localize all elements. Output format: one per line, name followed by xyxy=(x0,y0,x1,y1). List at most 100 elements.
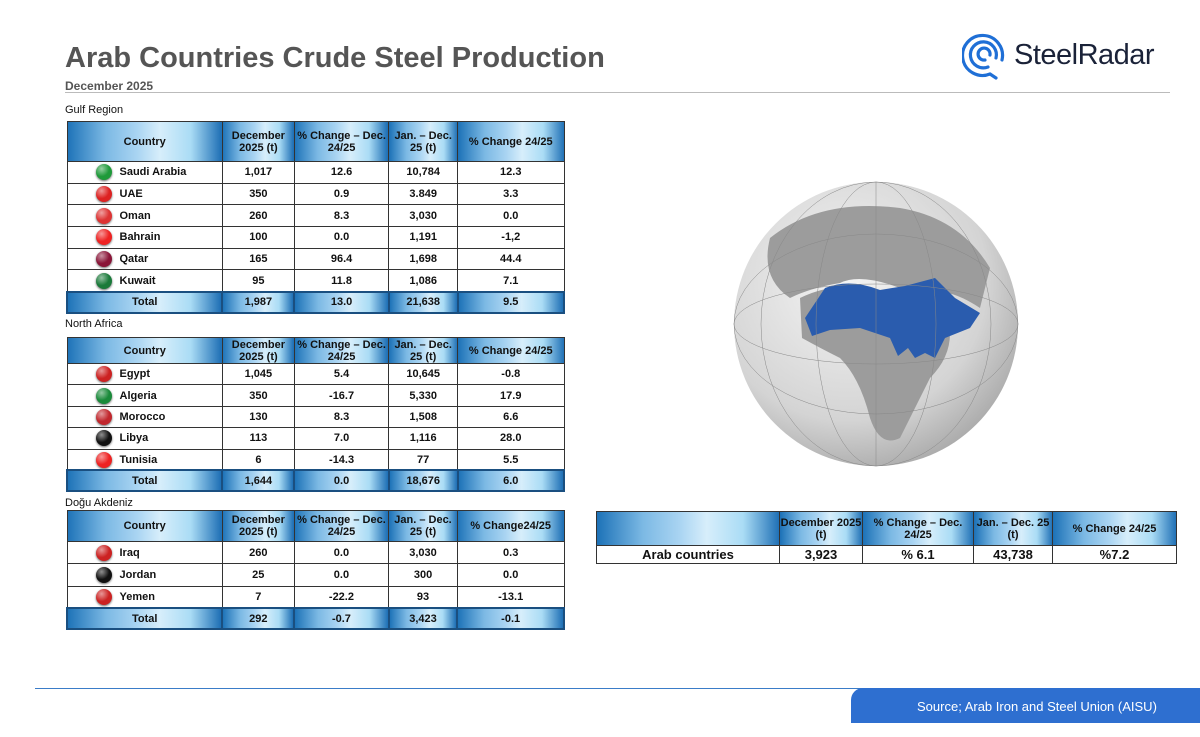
flag-icon xyxy=(95,544,112,561)
value-cell: 260 xyxy=(221,540,295,565)
column-header: December 2025 (t) xyxy=(221,337,295,364)
value-cell: 1,508 xyxy=(388,405,459,429)
section-label: North Africa xyxy=(65,318,123,330)
total-cell: 1,644 xyxy=(221,469,296,493)
value-cell: 165 xyxy=(221,247,295,271)
value-cell: 0.0 xyxy=(293,540,390,565)
value-cell: -14.3 xyxy=(293,448,390,471)
summary-table: December 2025 (t)% Change – Dec. 24/25 Ja… xyxy=(596,511,1177,564)
country-cell: Kuwait xyxy=(66,269,223,293)
table-row: Bahrain 100 0.0 1,191 -1,2 xyxy=(66,226,565,249)
total-cell: 9.5 xyxy=(456,290,566,314)
value-cell: 0.0 xyxy=(456,563,565,587)
summary-cell: % 6.1 xyxy=(862,545,974,564)
flag-icon xyxy=(95,229,112,246)
country-cell: Tunisia xyxy=(66,448,223,471)
table-row: Egypt 1,045 5.4 10,645 -0.8 xyxy=(66,362,565,386)
value-cell: 11.8 xyxy=(293,269,390,293)
value-cell: 0.9 xyxy=(293,182,390,206)
table-row: Yemen 7 -22.2 93 -13.1 xyxy=(66,585,565,609)
value-cell: 25 xyxy=(221,563,295,587)
column-header: December 2025 (t) xyxy=(221,121,295,162)
value-cell: 0.0 xyxy=(457,204,565,228)
country-cell: Morocco xyxy=(66,405,223,429)
total-cell: 3,423 xyxy=(387,607,459,631)
value-cell: 1,191 xyxy=(388,226,459,249)
value-cell: 1,698 xyxy=(388,247,459,271)
country-cell: Yemen xyxy=(66,585,223,609)
country-name: Libya xyxy=(119,432,149,445)
value-cell: 10,784 xyxy=(388,161,459,184)
flag-icon xyxy=(95,207,112,224)
total-cell: Total xyxy=(65,290,224,314)
value-cell: 6 xyxy=(221,448,295,471)
summary-cell: 43,738 xyxy=(973,545,1053,564)
radar-icon xyxy=(962,33,1005,80)
country-name: Kuwait xyxy=(119,274,156,287)
column-header: Jan. – Dec. 25 (t) xyxy=(388,121,459,162)
total-cell: 13.0 xyxy=(293,290,390,314)
value-cell: 28.0 xyxy=(457,427,565,450)
value-cell: -0.8 xyxy=(457,362,565,386)
column-header: Country xyxy=(66,510,223,542)
value-cell: 3,030 xyxy=(388,204,459,228)
column-header: Jan. – Dec. 25 (t) xyxy=(388,510,458,542)
arab-region-highlight xyxy=(805,278,980,358)
section-label: Gulf Region xyxy=(65,104,124,116)
total-cell: -0.1 xyxy=(456,607,565,631)
value-cell: 77 xyxy=(388,448,459,471)
production-table: Country December 2025 (t)% Change – Dec. … xyxy=(65,121,566,314)
table-row: UAE 350 0.9 3.849 3.3 xyxy=(66,182,565,206)
flag-icon xyxy=(95,366,112,383)
value-cell: 3,030 xyxy=(388,540,458,565)
country-name: Jordan xyxy=(119,568,157,581)
value-cell: 12.6 xyxy=(293,161,390,184)
table-row: Libya 113 7.0 1,116 28.0 xyxy=(66,427,565,450)
summary-header-blank xyxy=(596,511,780,546)
summary-cell: 3,923 xyxy=(779,545,863,564)
table-row: Saudi Arabia 1,017 12.6 10,784 12.3 xyxy=(66,161,565,184)
country-name: Saudi Arabia xyxy=(119,166,187,179)
country-cell: UAE xyxy=(66,182,223,206)
country-name: Morocco xyxy=(119,410,166,423)
flag-icon xyxy=(95,387,112,404)
column-header: % Change – Dec. 24/25 xyxy=(293,510,390,542)
total-cell: 6.0 xyxy=(456,469,566,493)
value-cell: 0.0 xyxy=(293,226,390,249)
table-row: Qatar 165 96.4 1,698 44.4 xyxy=(66,247,565,271)
source-footer: Source; Arab Iron and Steel Union (AISU) xyxy=(851,688,1200,723)
production-table: Country December 2025 (t)% Change – Dec. … xyxy=(65,337,566,493)
value-cell: 5.4 xyxy=(293,362,390,386)
total-cell: 292 xyxy=(221,607,296,631)
total-cell: 21,638 xyxy=(387,290,459,314)
page-title: Arab Countries Crude Steel Production xyxy=(65,42,605,74)
country-name: Tunisia xyxy=(119,453,158,466)
value-cell: 113 xyxy=(221,427,295,450)
value-cell: 350 xyxy=(221,384,295,407)
value-cell: 17.9 xyxy=(457,384,565,407)
value-cell: 1,017 xyxy=(221,161,295,184)
flag-icon xyxy=(95,588,112,605)
value-cell: 7.1 xyxy=(457,269,565,293)
total-cell: 18,676 xyxy=(387,469,459,493)
table-row: Morocco 130 8.3 1,508 6.6 xyxy=(66,405,565,429)
total-row: Total 1,644 0.0 18,676 6.0 xyxy=(65,469,566,493)
flag-icon xyxy=(95,272,112,289)
value-cell: 5,330 xyxy=(388,384,459,407)
total-cell: Total xyxy=(65,469,224,493)
flag-icon xyxy=(95,251,112,268)
country-cell: Bahrain xyxy=(66,226,223,249)
flag-icon xyxy=(95,164,112,181)
value-cell: 100 xyxy=(221,226,295,249)
country-name: Yemen xyxy=(119,590,155,603)
value-cell: 6.6 xyxy=(457,405,565,429)
summary-header: % Change – Dec. 24/25 xyxy=(862,511,974,546)
column-header: % Change 24/25 xyxy=(457,121,565,162)
value-cell: -16.7 xyxy=(293,384,390,407)
value-cell: 300 xyxy=(388,563,458,587)
value-cell: 8.3 xyxy=(293,405,390,429)
page-subtitle: December 2025 xyxy=(65,79,154,93)
total-cell: 0.0 xyxy=(293,469,390,493)
table-row: Oman 260 8.3 3,030 0.0 xyxy=(66,204,565,228)
value-cell: 0.3 xyxy=(456,540,565,565)
